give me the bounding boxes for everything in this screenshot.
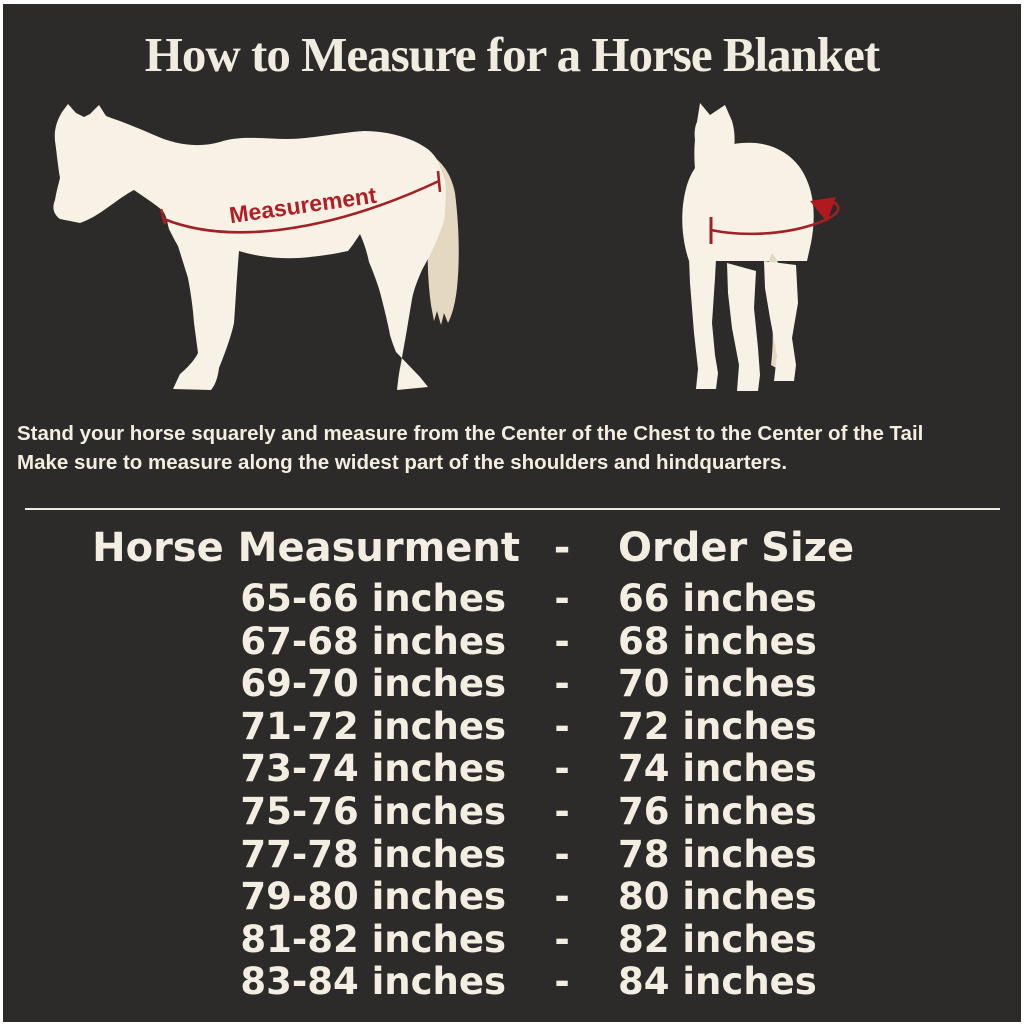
instruction-line-1: Stand your horse squarely and measure fr… xyxy=(17,422,924,445)
front-horse-head xyxy=(694,103,735,207)
row-order-size: 74 inches xyxy=(618,747,817,791)
measurement-line xyxy=(163,179,440,234)
front-horse-leg-left xyxy=(688,233,718,389)
row-separator: - xyxy=(554,960,570,1004)
side-horse-silhouette xyxy=(53,104,446,390)
row-separator: - xyxy=(554,704,570,748)
row-order-size: 84 inches xyxy=(618,960,817,1004)
table-row: 79-80 inches - 80 inches xyxy=(3,876,1024,919)
row-order-size: 80 inches xyxy=(618,875,817,919)
header-separator: - xyxy=(553,525,571,571)
row-separator: - xyxy=(554,832,570,876)
divider-line xyxy=(25,508,1000,510)
measurement-start-tick xyxy=(159,208,167,225)
row-separator: - xyxy=(554,917,570,961)
front-horse-leg-hind xyxy=(764,261,798,381)
row-measurement: 83-84 inches xyxy=(240,960,506,1004)
row-measurement: 65-66 inches xyxy=(240,577,506,620)
row-separator: - xyxy=(554,875,570,919)
table-row: 65-66 inches - 66 inches xyxy=(3,577,1024,621)
front-horse-leg-right xyxy=(727,263,760,391)
row-order-size: 68 inches xyxy=(618,619,817,663)
row-separator: - xyxy=(554,619,570,663)
table-row: 81-82 inches - 82 inches xyxy=(3,917,1024,962)
row-measurement: 71-72 inches xyxy=(240,704,506,748)
front-horse-neck xyxy=(698,181,731,253)
row-measurement: 73-74 inches xyxy=(240,747,506,791)
row-order-size: 76 inches xyxy=(618,789,817,833)
girth-arrowhead-icon xyxy=(810,197,836,222)
row-separator: - xyxy=(554,577,570,620)
row-measurement: 79-80 inches xyxy=(240,875,506,919)
row-separator: - xyxy=(554,747,570,791)
row-order-size: 72 inches xyxy=(618,704,817,748)
table-row: 69-70 inches - 70 inches xyxy=(3,663,1024,706)
row-measurement: 75-76 inches xyxy=(240,789,506,833)
table-row: 73-74 inches - 74 inches xyxy=(3,748,1024,791)
table-row: 75-76 inches - 76 inches xyxy=(3,789,1024,834)
size-chart: Horse Measurment - Order Size 65-66 inch… xyxy=(3,522,1024,1004)
instruction-line-2: Make sure to measure along the widest pa… xyxy=(17,451,788,474)
row-order-size: 78 inches xyxy=(618,832,817,876)
dark-panel: How to Measure for a Horse Blanket Measu… xyxy=(3,4,1021,1022)
row-order-size: 82 inches xyxy=(618,917,817,961)
page-title: How to Measure for a Horse Blanket xyxy=(144,27,880,82)
side-horse-diagram: Measurement xyxy=(53,104,459,390)
table-row: 71-72 inches - 72 inches xyxy=(3,704,1024,749)
header-horse-measurement: Horse Measurment xyxy=(92,525,520,571)
size-chart-header: Horse Measurment - Order Size xyxy=(3,522,1024,574)
row-separator: - xyxy=(554,662,570,706)
size-chart-rows: 65-66 inches - 66 inches 67-68 inches - 68 in… xyxy=(3,577,1024,1004)
row-order-size: 70 inches xyxy=(618,662,817,706)
row-measurement: 77-78 inches xyxy=(240,832,506,876)
table-row: 77-78 inches - 78 inches xyxy=(3,832,1024,877)
measurement-end-tick xyxy=(436,170,442,193)
front-horse-diagram xyxy=(682,103,840,391)
row-separator: - xyxy=(554,789,570,833)
row-measurement: 69-70 inches xyxy=(240,662,506,706)
row-measurement: 67-68 inches xyxy=(240,619,506,663)
row-measurement: 81-82 inches xyxy=(240,917,506,961)
table-row: 67-68 inches - 68 inches xyxy=(3,619,1024,664)
row-order-size: 66 inches xyxy=(618,577,817,620)
table-row: 83-84 inches - 84 inches xyxy=(3,961,1024,1004)
header-order-size: Order Size xyxy=(618,525,855,571)
